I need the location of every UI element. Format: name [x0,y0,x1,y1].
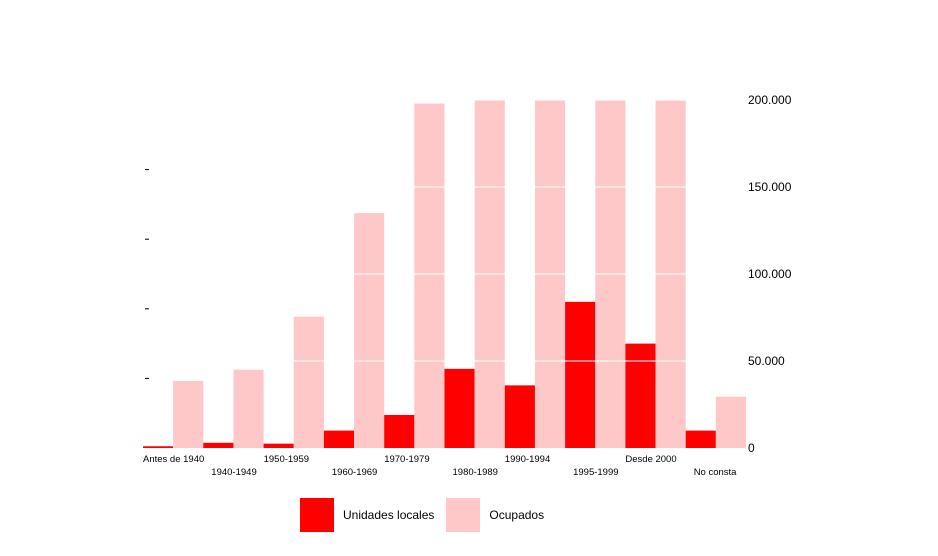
legend-item-unidades: Unidades locales [300,498,434,532]
bar-ocupados-4 [414,103,445,448]
legend-label-ocupados: Ocupados [489,508,545,522]
legend-label-unidades: Unidades locales [343,508,435,522]
x-tick-label-8: Desde 2000 [625,454,676,465]
y-tick-label-3: 150.000 [748,180,792,194]
x-tick-label-5: 1980-1989 [453,467,498,478]
bar-unidades-1 [203,442,234,448]
bar-unidades-2 [263,443,294,448]
bar-unidades-5 [444,368,475,448]
legend-item-ocupados: Ocupados [446,498,544,532]
legend-swatch-unidades [300,498,334,532]
x-tick-label-9: No consta [694,467,737,478]
bar-unidades-4 [384,414,415,448]
x-tick-label-1: 1940-1949 [211,467,256,478]
legend-swatch-ocupados [446,498,481,532]
x-tick-label-0: Antes de 1940 [143,454,204,465]
bar-unidades-8 [625,343,656,448]
bar-unidades-0 [143,446,174,448]
y-tick-label-0: 0 [748,441,755,455]
y-tick-label-4: 200.000 [748,93,792,107]
x-tick-label-2: 1950-1959 [264,454,309,465]
category-labels: Antes de 1940 1940-1949 1950-1959 1960-1969… [143,454,737,478]
bar-unidades-7 [565,301,596,448]
bar-unidades-6 [504,385,535,448]
bar-ocupados-1 [233,369,264,448]
legend: Unidades locales Ocupados [300,498,556,532]
bar-unidades-3 [323,430,355,448]
x-tick-label-4: 1970-1979 [384,454,429,465]
bar-ocupados-2 [293,316,324,448]
bar-ocupados-3 [354,213,385,448]
x-tick-label-6: 1990-1994 [505,454,550,465]
y-tick-label-2: 100.000 [748,267,792,281]
bar-unidades-9 [685,430,716,448]
x-tick-label-7: 1995-1999 [573,467,618,478]
left-axis-ticks [145,99,149,379]
bar-ocupados-0 [173,381,204,448]
bar-ocupados-9 [715,396,746,448]
y-tick-label-1: 50.000 [748,354,785,368]
right-axis-labels: 0 50.000 100.000 150.000 200.000 [748,93,792,455]
gridlines-overlay [143,99,746,362]
x-tick-label-3: 1960-1969 [332,467,377,478]
